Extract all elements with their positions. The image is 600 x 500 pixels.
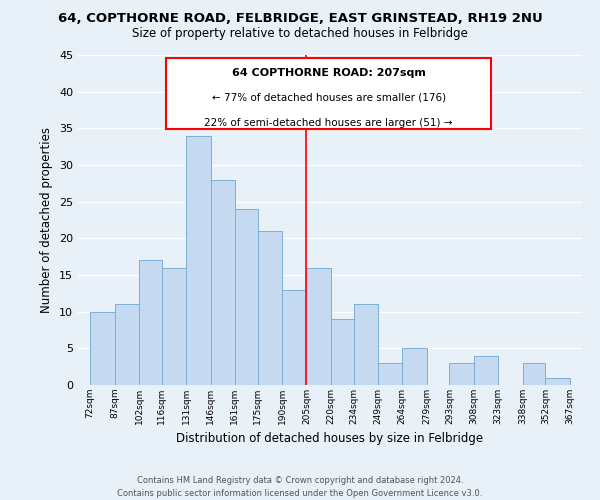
Bar — [403, 348, 427, 385]
Bar — [545, 378, 570, 385]
X-axis label: Distribution of detached houses by size in Felbridge: Distribution of detached houses by size … — [176, 432, 484, 446]
Bar — [307, 268, 331, 385]
Y-axis label: Number of detached properties: Number of detached properties — [40, 127, 53, 313]
Bar — [162, 268, 186, 385]
Bar — [257, 231, 282, 385]
Text: Contains HM Land Registry data © Crown copyright and database right 2024.
Contai: Contains HM Land Registry data © Crown c… — [118, 476, 482, 498]
Text: 22% of semi-detached houses are larger (51) →: 22% of semi-detached houses are larger (… — [205, 118, 453, 128]
FancyBboxPatch shape — [166, 58, 491, 129]
Bar — [211, 180, 235, 385]
Text: 64, COPTHORNE ROAD, FELBRIDGE, EAST GRINSTEAD, RH19 2NU: 64, COPTHORNE ROAD, FELBRIDGE, EAST GRIN… — [58, 12, 542, 26]
Bar — [139, 260, 162, 385]
Bar — [186, 136, 211, 385]
Bar — [331, 319, 353, 385]
Text: 64 COPTHORNE ROAD: 207sqm: 64 COPTHORNE ROAD: 207sqm — [232, 68, 425, 78]
Bar — [449, 363, 474, 385]
Bar — [523, 363, 545, 385]
Bar — [378, 363, 403, 385]
Bar — [282, 290, 307, 385]
Bar — [474, 356, 498, 385]
Bar — [353, 304, 378, 385]
Bar — [115, 304, 139, 385]
Bar — [90, 312, 115, 385]
Bar — [235, 209, 257, 385]
Text: Size of property relative to detached houses in Felbridge: Size of property relative to detached ho… — [132, 28, 468, 40]
Text: ← 77% of detached houses are smaller (176): ← 77% of detached houses are smaller (17… — [212, 93, 446, 103]
